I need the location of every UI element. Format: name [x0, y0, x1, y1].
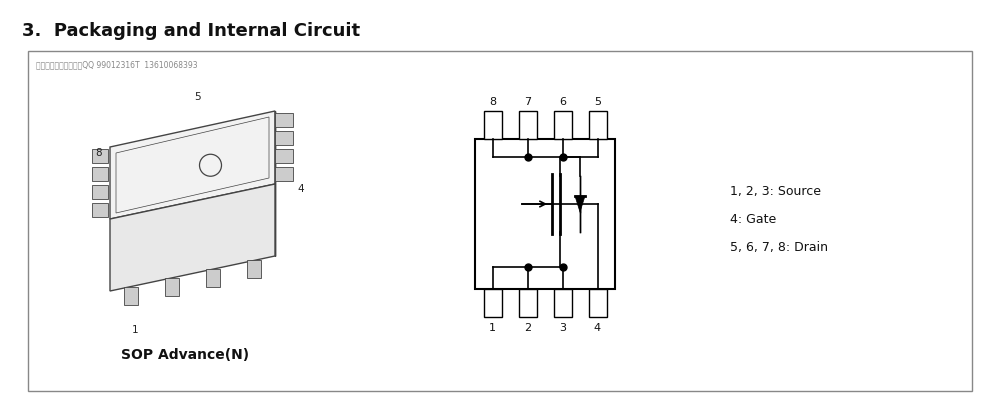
Text: 3.  Packaging and Internal Circuit: 3. Packaging and Internal Circuit — [22, 22, 360, 40]
Polygon shape — [275, 132, 293, 146]
Text: 8: 8 — [95, 148, 102, 157]
Bar — [475, 139, 615, 289]
Text: 1: 1 — [131, 324, 138, 334]
Polygon shape — [110, 184, 275, 291]
Text: 5, 6, 7, 8: Drain: 5, 6, 7, 8: Drain — [730, 240, 828, 254]
Polygon shape — [92, 150, 108, 164]
Bar — [554, 112, 572, 139]
Bar — [588, 289, 606, 317]
Text: 5: 5 — [194, 92, 201, 102]
Text: 1: 1 — [489, 322, 496, 332]
Polygon shape — [206, 270, 220, 288]
Text: 5: 5 — [594, 97, 601, 107]
Polygon shape — [275, 114, 293, 128]
Bar — [28, 52, 972, 391]
Bar — [588, 112, 606, 139]
Text: 6: 6 — [559, 97, 566, 107]
Polygon shape — [275, 150, 293, 164]
Polygon shape — [92, 186, 108, 200]
Text: 2: 2 — [524, 322, 531, 332]
Polygon shape — [92, 168, 108, 182]
Text: 7: 7 — [524, 97, 531, 107]
Polygon shape — [575, 196, 585, 213]
Polygon shape — [124, 287, 138, 305]
Polygon shape — [92, 204, 108, 218]
Text: 1, 2, 3: Source: 1, 2, 3: Source — [730, 184, 821, 198]
Bar — [518, 112, 536, 139]
Bar — [518, 289, 536, 317]
Text: 4: 4 — [594, 322, 601, 332]
Polygon shape — [110, 112, 275, 220]
Polygon shape — [275, 168, 293, 182]
Text: 4: Gate: 4: Gate — [730, 213, 776, 225]
Polygon shape — [247, 261, 261, 279]
Bar — [484, 112, 502, 139]
Text: 8: 8 — [489, 97, 496, 107]
Bar — [484, 289, 502, 317]
Polygon shape — [165, 278, 179, 296]
Text: SOP Advance(N): SOP Advance(N) — [121, 347, 249, 361]
Bar — [554, 289, 572, 317]
Text: 3: 3 — [559, 322, 566, 332]
Text: 东芝代理、大量现货；QQ 99012316T  13610068393: 东芝代理、大量现货；QQ 99012316T 13610068393 — [36, 60, 198, 69]
Text: 4: 4 — [297, 184, 304, 193]
